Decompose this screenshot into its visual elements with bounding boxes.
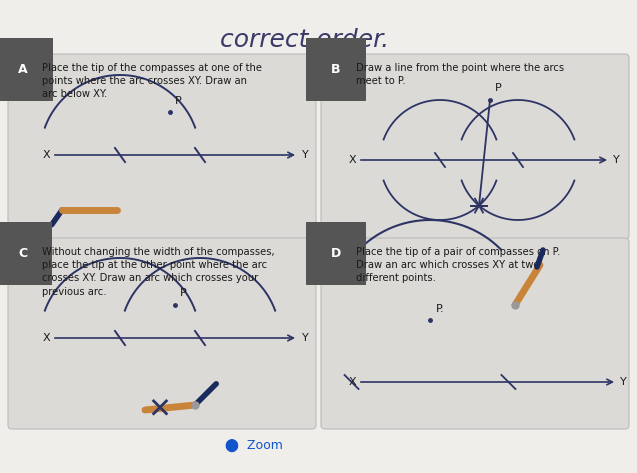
FancyBboxPatch shape — [8, 238, 316, 429]
Text: X: X — [43, 333, 50, 343]
Text: ⬤  Zoom: ⬤ Zoom — [225, 439, 283, 452]
Text: Without changing the width of the compasses,
place the tip at the other point wh: Without changing the width of the compas… — [42, 247, 275, 297]
Text: correct order.: correct order. — [220, 28, 389, 52]
Text: D: D — [331, 247, 341, 260]
Text: X: X — [348, 155, 356, 165]
FancyBboxPatch shape — [321, 238, 629, 429]
FancyBboxPatch shape — [321, 54, 629, 239]
Text: C: C — [18, 247, 27, 260]
Text: P.: P. — [436, 304, 445, 314]
Text: Y: Y — [302, 150, 309, 160]
Text: P: P — [180, 288, 187, 298]
Text: A: A — [18, 63, 27, 76]
Text: Y: Y — [302, 333, 309, 343]
Text: Place the tip of a pair of compasses on P.
Draw an arc which crosses XY at two
d: Place the tip of a pair of compasses on … — [356, 247, 561, 283]
Text: Draw a line from the point where the arcs
meet to P.: Draw a line from the point where the arc… — [356, 63, 564, 86]
Text: X: X — [348, 377, 356, 387]
Text: Place the tip of the compasses at one of the
points where the arc crosses XY. Dr: Place the tip of the compasses at one of… — [42, 63, 262, 99]
FancyBboxPatch shape — [8, 54, 316, 239]
Text: Y: Y — [4, 244, 13, 256]
Text: B: B — [331, 63, 341, 76]
Text: Y: Y — [613, 155, 620, 165]
Text: Y: Y — [620, 377, 627, 387]
Text: P: P — [495, 83, 502, 93]
Text: P: P — [175, 96, 182, 106]
Text: X: X — [43, 150, 50, 160]
